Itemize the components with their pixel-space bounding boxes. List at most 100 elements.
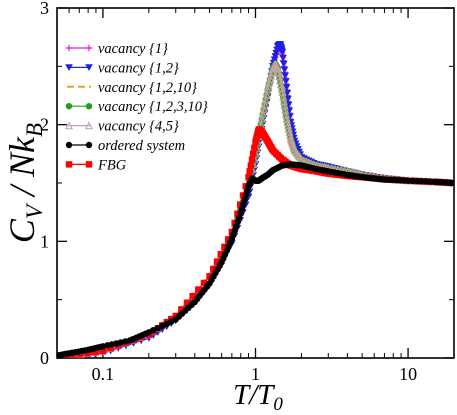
data-point xyxy=(249,150,257,158)
legend-marker xyxy=(65,141,73,149)
legend-marker xyxy=(65,103,73,110)
legend-marker xyxy=(65,44,73,52)
data-point xyxy=(195,286,202,293)
legend-marker xyxy=(85,64,93,71)
legend-entry: vacancy {1,2} xyxy=(65,60,179,76)
data-point xyxy=(283,117,292,126)
y-tick-label: 1 xyxy=(40,231,49,251)
legend-marker xyxy=(64,121,74,130)
data-point xyxy=(189,292,196,300)
data-point xyxy=(418,178,425,185)
data-point xyxy=(278,49,287,56)
legend-label: vacancy {1} xyxy=(98,41,168,57)
data-point xyxy=(183,299,191,306)
tick-labels: 0.1 1 10 0 1 2 3 xyxy=(40,0,417,384)
data-point xyxy=(248,156,256,163)
data-point xyxy=(262,90,271,99)
y-axis-title-sub-b: B xyxy=(22,123,47,137)
data-point xyxy=(279,54,287,62)
y-tick-label: 3 xyxy=(40,0,49,18)
data-point xyxy=(178,306,185,313)
legend-entry: vacancy {1,2,3,10} xyxy=(65,99,208,115)
legend-entry: FBG xyxy=(65,157,127,173)
x-tick-label: 1 xyxy=(251,364,260,384)
data-point xyxy=(413,177,421,185)
data-point xyxy=(261,95,270,104)
data-point xyxy=(99,347,107,355)
data-point xyxy=(283,121,292,130)
data-point xyxy=(217,250,224,258)
series-ordered-system xyxy=(57,161,454,358)
legend-marker xyxy=(85,161,93,168)
data-point xyxy=(107,345,114,352)
data-point xyxy=(260,99,269,108)
y-tick-label: 0 xyxy=(40,348,49,368)
data-point xyxy=(409,177,416,185)
data-point xyxy=(284,124,293,133)
data-point xyxy=(427,178,434,185)
legend-label: vacancy {1,2,10} xyxy=(98,80,197,96)
legend-label: vacancy {1,2,3,10} xyxy=(98,99,208,115)
data-point xyxy=(282,114,291,123)
legend-label: vacancy {4,5} xyxy=(98,119,179,135)
series-line xyxy=(57,163,454,357)
data-point xyxy=(404,177,412,184)
legend-entry: vacancy {4,5} xyxy=(64,119,179,135)
data-point xyxy=(258,109,267,118)
data-point xyxy=(271,53,280,61)
data-point xyxy=(213,258,221,265)
legend-marker xyxy=(65,64,73,71)
data-point xyxy=(246,168,253,175)
data-point xyxy=(200,279,208,287)
legend-marker xyxy=(85,103,93,110)
legend-entry: vacancy {1,2,10} xyxy=(67,80,197,96)
data-point xyxy=(285,131,294,140)
data-point xyxy=(172,312,179,320)
data-point xyxy=(84,350,91,357)
data-point xyxy=(285,127,294,136)
x-axis-title-main: T/T xyxy=(233,379,275,411)
data-point xyxy=(221,243,228,250)
data-point xyxy=(257,114,266,123)
data-point xyxy=(422,178,430,185)
data-point xyxy=(450,179,454,187)
legend-label: vacancy {1,2} xyxy=(98,60,179,76)
legend-label: FBG xyxy=(97,157,127,173)
data-point xyxy=(251,144,258,152)
data-point xyxy=(92,348,99,356)
legend-marker xyxy=(85,141,93,149)
data-point xyxy=(259,104,268,113)
x-axis-title: T/T0 xyxy=(233,379,283,415)
data-point xyxy=(247,162,255,169)
data-point xyxy=(270,56,279,64)
data-point xyxy=(281,72,290,80)
legend-marker xyxy=(65,161,73,168)
data-point xyxy=(279,60,288,68)
y-axis-title-main: C xyxy=(2,218,42,243)
data-point xyxy=(282,84,291,91)
legend-entry: vacancy {1} xyxy=(65,41,168,57)
legend: vacancy {1} vacancy {1,2} vacancy {1,2,10}… xyxy=(64,41,208,173)
data-point xyxy=(280,66,289,74)
plot-area xyxy=(57,40,454,358)
data-point xyxy=(231,219,238,227)
x-tick-label: 10 xyxy=(399,364,417,384)
y-axis-title: CV / NkB xyxy=(2,123,47,243)
x-tick-label: 0.1 xyxy=(92,364,115,384)
data-point xyxy=(206,273,213,280)
data-point xyxy=(224,236,232,243)
legend-label: ordered system xyxy=(98,138,185,154)
y-axis-title-mid: / Nk xyxy=(2,136,42,205)
data-point xyxy=(234,210,241,217)
data-point xyxy=(272,49,280,57)
x-axis-title-subscript: 0 xyxy=(273,394,283,415)
legend-marker xyxy=(84,121,94,130)
legend-entry: ordered system xyxy=(65,138,185,154)
y-tick-label: 2 xyxy=(40,115,49,135)
data-point xyxy=(76,351,84,358)
data-point xyxy=(210,265,217,273)
data-point xyxy=(245,173,252,181)
legend-marker xyxy=(85,44,93,52)
data-point xyxy=(282,78,290,86)
